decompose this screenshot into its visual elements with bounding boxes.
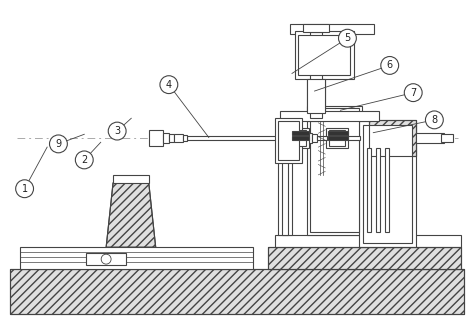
Bar [317,136,327,140]
Bar [310,32,322,118]
Text: 9: 9 [55,139,62,149]
Circle shape [160,76,178,94]
Text: 1: 1 [21,184,27,194]
Text: 8: 8 [431,115,438,125]
Bar [282,121,288,235]
Bar [417,133,444,143]
Text: 6: 6 [387,60,393,70]
Bar [173,134,183,142]
Bar [268,247,461,269]
Bar [348,136,360,140]
Bar [278,121,300,160]
Bar [367,148,371,232]
Circle shape [404,84,422,101]
Circle shape [338,29,356,47]
Bar [329,130,345,146]
Bar [308,107,362,235]
Bar [86,253,126,265]
Bar [149,130,163,146]
Bar [376,148,380,232]
Bar [385,148,389,232]
Bar [274,118,302,163]
Bar [308,32,325,121]
Bar [10,269,464,314]
Bar [326,128,348,148]
Bar [308,79,325,113]
Bar [328,131,348,135]
Text: 3: 3 [114,126,120,136]
Circle shape [381,57,399,74]
Text: 4: 4 [166,80,172,90]
Bar [441,134,453,142]
Bar [163,133,169,143]
Bar [292,131,310,135]
Text: 2: 2 [81,155,87,165]
Bar [280,111,379,121]
Bar [304,133,312,143]
Bar [312,134,317,142]
Bar [299,35,350,75]
Bar [369,120,417,156]
Text: 5: 5 [344,33,351,43]
Bar [183,135,187,141]
Polygon shape [106,183,155,247]
Text: 7: 7 [410,88,416,98]
Bar [169,134,173,142]
Bar [113,175,149,183]
Bar [328,136,348,140]
Circle shape [49,135,67,153]
Bar [278,121,292,235]
Bar [363,125,412,243]
Bar [292,130,306,146]
Bar [20,247,253,269]
Bar [292,136,310,140]
Circle shape [16,180,34,198]
Bar [290,128,310,148]
Bar [359,121,417,247]
Circle shape [426,111,443,129]
Bar [303,24,329,32]
Circle shape [75,151,93,169]
Bar [274,235,461,247]
Bar [187,136,309,140]
Bar [290,24,374,34]
Bar [10,269,464,314]
Bar [294,31,354,79]
Circle shape [108,122,126,140]
Bar [310,109,359,232]
Bar [369,120,417,156]
Bar [268,247,461,269]
